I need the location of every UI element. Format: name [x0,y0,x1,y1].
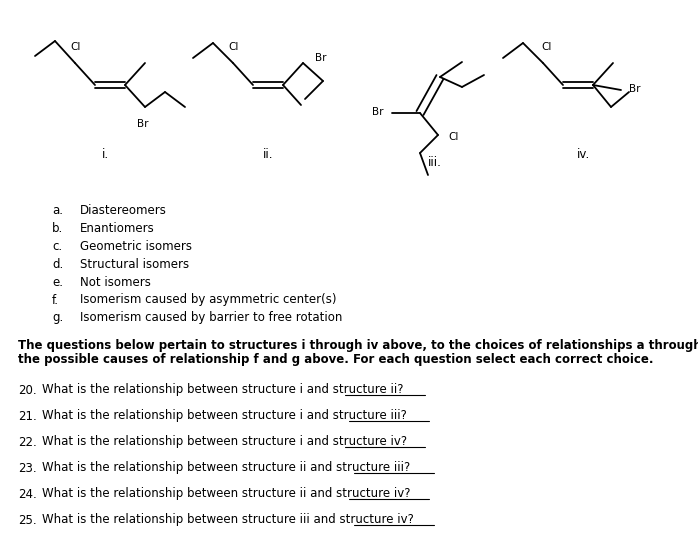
Text: Isomerism caused by asymmetric center(s): Isomerism caused by asymmetric center(s) [80,294,336,306]
Text: Geometric isomers: Geometric isomers [80,239,192,253]
Text: What is the relationship between structure ii and structure iii?: What is the relationship between structu… [42,462,410,474]
Text: g.: g. [52,311,64,325]
Text: 20.: 20. [18,383,36,397]
Text: Structural isomers: Structural isomers [80,258,189,270]
Text: 22.: 22. [18,436,37,448]
Text: Br: Br [372,107,384,117]
Text: iii.: iii. [428,155,442,169]
Text: What is the relationship between structure i and structure iii?: What is the relationship between structu… [42,410,407,422]
Text: Br: Br [630,84,641,94]
Text: Br: Br [315,53,327,63]
Text: i.: i. [101,149,109,161]
Text: What is the relationship between structure ii and structure iv?: What is the relationship between structu… [42,488,410,500]
Text: What is the relationship between structure i and structure iv?: What is the relationship between structu… [42,436,407,448]
Text: 21.: 21. [18,410,37,422]
Text: e.: e. [52,275,63,289]
Text: Br: Br [138,119,149,129]
Text: Isomerism caused by barrier to free rotation: Isomerism caused by barrier to free rota… [80,311,343,325]
Text: iv.: iv. [577,149,590,161]
Text: f.: f. [52,294,59,306]
Text: Cl: Cl [449,132,459,142]
Text: Enantiomers: Enantiomers [80,222,155,234]
Text: ii.: ii. [262,149,273,161]
Text: Not isomers: Not isomers [80,275,151,289]
Text: d.: d. [52,258,64,270]
Text: b.: b. [52,222,64,234]
Text: the possible causes of relationship f and g above. For each question select each: the possible causes of relationship f an… [18,353,653,367]
Text: What is the relationship between structure iii and structure iv?: What is the relationship between structu… [42,514,414,526]
Text: 23.: 23. [18,462,36,474]
Text: What is the relationship between structure i and structure ii?: What is the relationship between structu… [42,383,403,397]
Text: Cl: Cl [542,42,552,52]
Text: The questions below pertain to structures i through iv above, to the choices of : The questions below pertain to structure… [18,338,698,352]
Text: Cl: Cl [70,42,81,52]
Text: Diastereomers: Diastereomers [80,204,167,217]
Text: 25.: 25. [18,514,36,526]
Text: a.: a. [52,204,63,217]
Text: Cl: Cl [229,42,239,52]
Text: c.: c. [52,239,62,253]
Text: 24.: 24. [18,488,37,500]
